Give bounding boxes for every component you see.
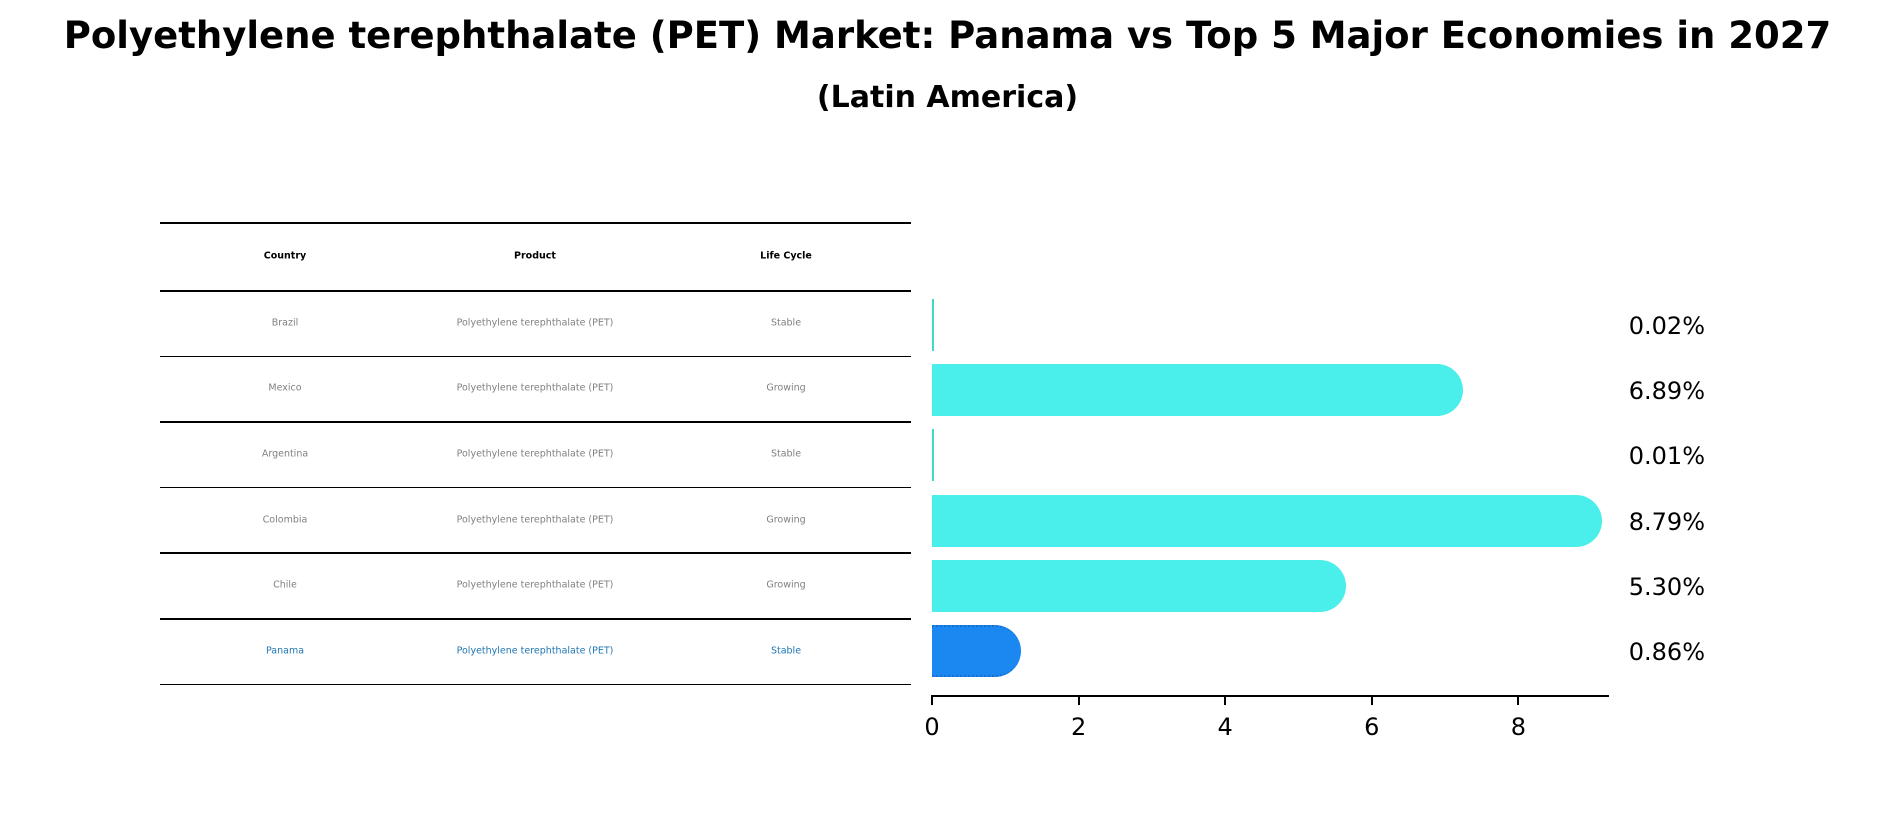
x-tick-label: 2 <box>1070 713 1087 741</box>
cell-country: Brazil <box>271 317 299 329</box>
cell-life-cycle: Growing <box>766 514 806 526</box>
cell-life-cycle: Stable <box>770 645 802 657</box>
x-tick-label: 0 <box>924 713 940 741</box>
cell-life-cycle: Growing <box>766 382 806 394</box>
table-rule <box>160 552 911 554</box>
cell-product: Polyethylene terephthalate (PET) <box>456 514 614 526</box>
bar-chile <box>932 560 1347 612</box>
cell-country: Panama <box>265 645 305 657</box>
x-tick <box>1370 697 1373 705</box>
bar-panama <box>932 625 1022 677</box>
cell-country: Colombia <box>262 514 308 526</box>
column-header-life-cycle: Life Cycle <box>760 250 812 262</box>
x-tick-label: 8 <box>1510 713 1527 741</box>
x-tick <box>931 697 933 705</box>
column-header-country: Country <box>263 250 307 262</box>
bar-colombia <box>932 495 1603 547</box>
cell-country: Chile <box>273 579 297 591</box>
x-axis-line <box>931 695 1609 697</box>
table-rule-top <box>160 222 911 224</box>
x-tick <box>1224 697 1227 705</box>
chart-title: Polyethylene terephthalate (PET) Market:… <box>63 14 1832 57</box>
column-header-product: Product <box>514 250 556 262</box>
bar-argentina <box>932 429 934 481</box>
cell-product: Polyethylene terephthalate (PET) <box>456 382 614 394</box>
x-tick <box>1077 697 1080 705</box>
cell-product: Polyethylene terephthalate (PET) <box>456 317 614 329</box>
table-rule <box>160 486 911 489</box>
value-label-mexico: 6.89% <box>1628 377 1705 405</box>
table-rule <box>160 421 911 423</box>
x-tick-label: 6 <box>1364 713 1380 741</box>
value-label-chile: 5.30% <box>1628 573 1705 601</box>
chart-subtitle: (Latin America) <box>816 80 1079 115</box>
cell-life-cycle: Stable <box>770 448 802 460</box>
cell-product: Polyethylene terephthalate (PET) <box>456 448 614 460</box>
table-rule-header <box>160 290 911 292</box>
cell-product: Polyethylene terephthalate (PET) <box>456 579 614 591</box>
cell-country: Mexico <box>268 382 302 394</box>
bar-brazil <box>932 299 934 351</box>
cell-life-cycle: Growing <box>766 579 806 591</box>
table-rule <box>160 355 911 358</box>
value-label-brazil: 0.02% <box>1628 312 1705 340</box>
table-rule <box>160 683 911 686</box>
cell-life-cycle: Stable <box>770 317 802 329</box>
cell-product: Polyethylene terephthalate (PET) <box>456 645 614 657</box>
cell-country: Argentina <box>261 448 309 460</box>
value-label-argentina: 0.01% <box>1628 442 1705 470</box>
value-label-colombia: 8.79% <box>1628 508 1705 536</box>
table-rule <box>160 618 911 620</box>
value-label-panama: 0.86% <box>1628 638 1705 666</box>
bar-mexico <box>932 364 1464 416</box>
x-tick-label: 4 <box>1217 713 1233 741</box>
x-tick <box>1517 697 1520 705</box>
